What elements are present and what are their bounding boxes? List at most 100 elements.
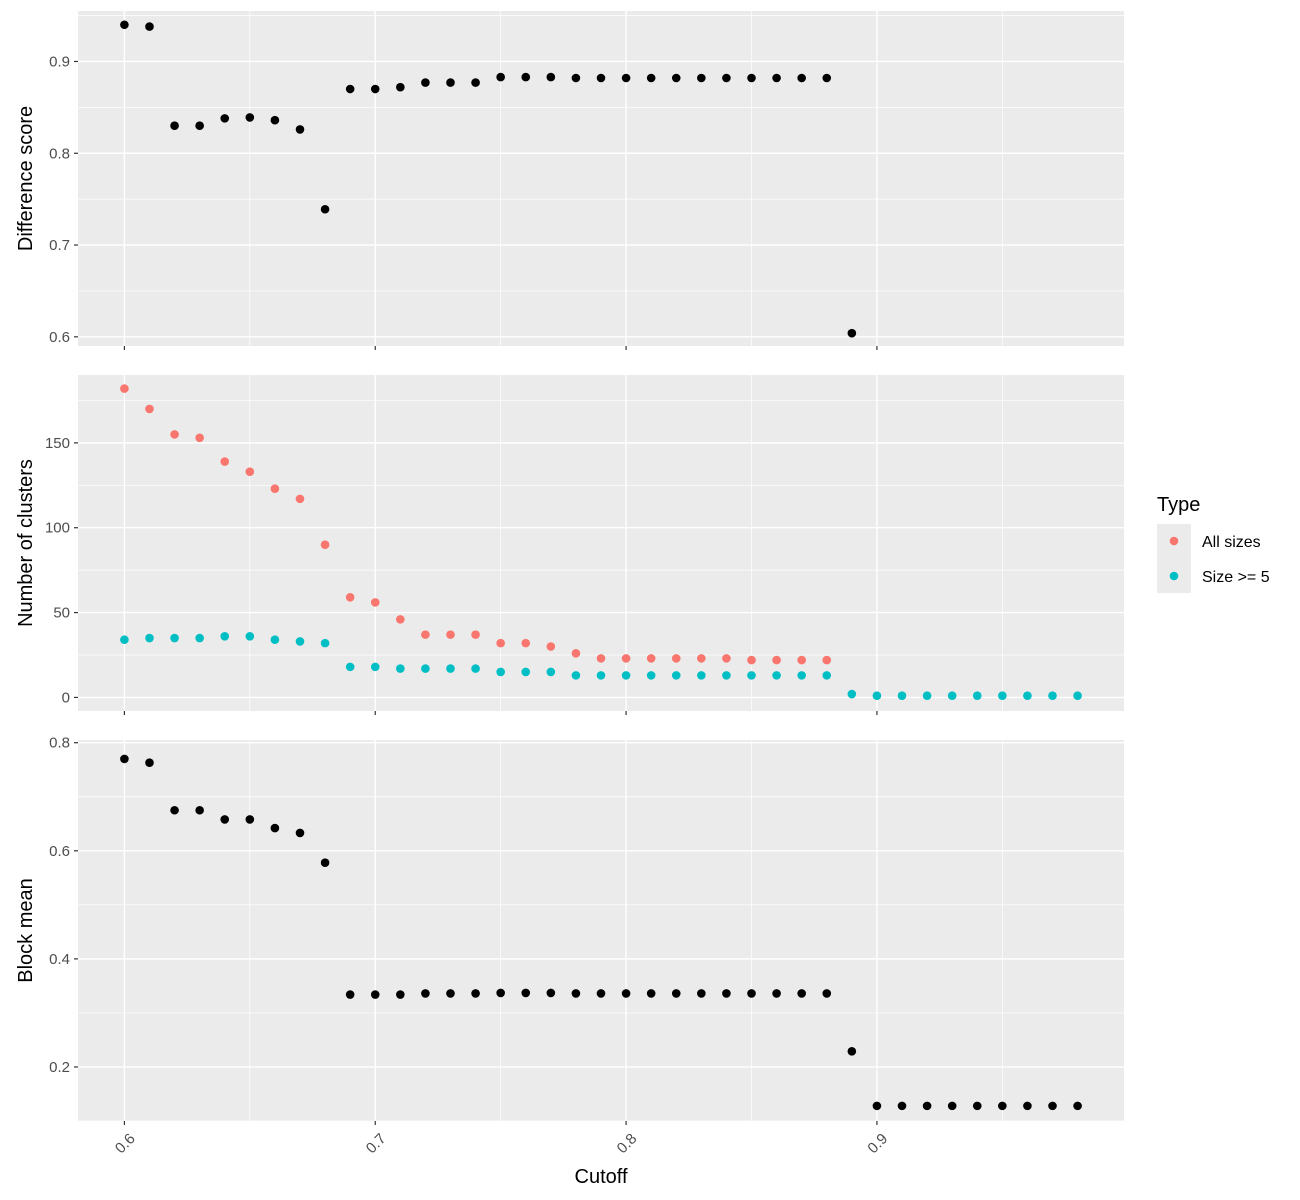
data-point	[421, 989, 430, 998]
data-point	[145, 22, 154, 31]
data-point	[446, 989, 455, 998]
data-point	[546, 72, 556, 82]
y-tick-label: 0.4	[49, 951, 70, 968]
data-point	[270, 115, 280, 125]
data-point	[671, 671, 681, 680]
data-point	[546, 642, 556, 651]
x-axis: 0.6 0.7 0.8 0.9	[112, 1130, 891, 1157]
data-point	[421, 630, 430, 639]
panel-2: 0 50 100 150 Number of clusters	[15, 375, 1124, 715]
data-point	[145, 633, 154, 643]
data-point	[797, 671, 806, 680]
data-point	[947, 691, 957, 701]
data-point	[947, 1101, 957, 1111]
data-point	[145, 758, 154, 767]
legend-key-all-sizes	[1169, 536, 1179, 546]
data-point	[897, 1101, 907, 1111]
data-point	[496, 638, 505, 648]
data-point	[897, 691, 907, 701]
data-point	[596, 73, 606, 83]
panel-background	[78, 740, 1124, 1121]
data-point	[922, 1101, 932, 1111]
data-point	[446, 630, 455, 639]
x-tick-label: 0.9	[864, 1130, 891, 1157]
data-point	[671, 654, 681, 663]
legend-key-size-5	[1169, 571, 1179, 581]
data-point	[722, 73, 731, 83]
y-tick-label: 0.9	[49, 53, 70, 70]
data-point	[245, 467, 255, 477]
data-point	[571, 649, 581, 658]
data-point	[722, 671, 731, 680]
data-point	[646, 654, 656, 663]
data-point	[195, 433, 204, 443]
y-tick-label: 0.7	[49, 237, 70, 254]
y-tick-label: 0.6	[49, 329, 70, 346]
data-point	[747, 655, 756, 665]
data-point	[396, 82, 405, 92]
data-point	[772, 671, 781, 680]
data-point	[370, 662, 380, 672]
data-point	[270, 635, 280, 645]
data-point	[822, 655, 832, 665]
data-point	[697, 989, 706, 998]
data-point	[170, 121, 179, 131]
data-point	[596, 989, 606, 998]
data-point	[521, 988, 531, 998]
data-point	[120, 635, 129, 645]
data-point	[446, 78, 455, 87]
y-tick-label: 0	[62, 689, 70, 706]
data-point	[370, 84, 380, 94]
data-point	[747, 73, 756, 83]
data-point	[1048, 691, 1057, 701]
x-tick-label: 0.7	[363, 1130, 390, 1157]
x-axis-title: Cutoff	[575, 1166, 628, 1188]
data-point	[345, 84, 355, 94]
data-point	[722, 654, 731, 663]
series-1	[120, 384, 832, 665]
data-point	[872, 691, 882, 701]
data-point	[396, 664, 405, 673]
data-point	[621, 989, 631, 998]
y-tick-label: 0.8	[49, 145, 70, 162]
data-point	[345, 990, 355, 999]
data-point	[195, 633, 204, 643]
data-point	[697, 654, 706, 663]
data-point	[320, 204, 330, 214]
data-point	[295, 125, 305, 134]
data-point	[370, 598, 380, 607]
data-point	[220, 114, 230, 123]
data-point	[621, 73, 631, 83]
data-point	[421, 664, 430, 673]
data-point	[120, 384, 129, 393]
data-point	[170, 805, 179, 815]
panel-background	[78, 11, 1124, 346]
data-point	[998, 1101, 1007, 1111]
series-2	[120, 632, 1082, 701]
data-point	[646, 989, 656, 998]
data-point	[822, 73, 832, 83]
data-point	[295, 494, 305, 504]
data-point	[571, 989, 581, 998]
data-point	[270, 484, 280, 493]
data-point	[872, 1101, 882, 1111]
data-point	[646, 671, 656, 680]
legend-label-all-sizes: All sizes	[1202, 534, 1261, 551]
data-point	[220, 632, 230, 641]
data-point	[320, 638, 330, 648]
y-axis-title: Difference score	[15, 106, 37, 251]
data-point	[822, 989, 832, 998]
y-tick-label: 50	[53, 605, 70, 622]
data-point	[1048, 1101, 1057, 1111]
y-tick-label: 100	[45, 520, 70, 537]
data-point	[646, 73, 656, 83]
series-1	[120, 754, 1082, 1111]
data-point	[120, 20, 129, 30]
data-point	[195, 121, 204, 131]
data-point	[320, 858, 330, 867]
panel-1: 0.6 0.7 0.8 0.9 Difference score	[15, 11, 1124, 350]
y-tick-label: 0.2	[49, 1059, 70, 1076]
data-point	[1023, 1101, 1032, 1111]
data-point	[270, 823, 280, 833]
data-point	[671, 989, 681, 998]
